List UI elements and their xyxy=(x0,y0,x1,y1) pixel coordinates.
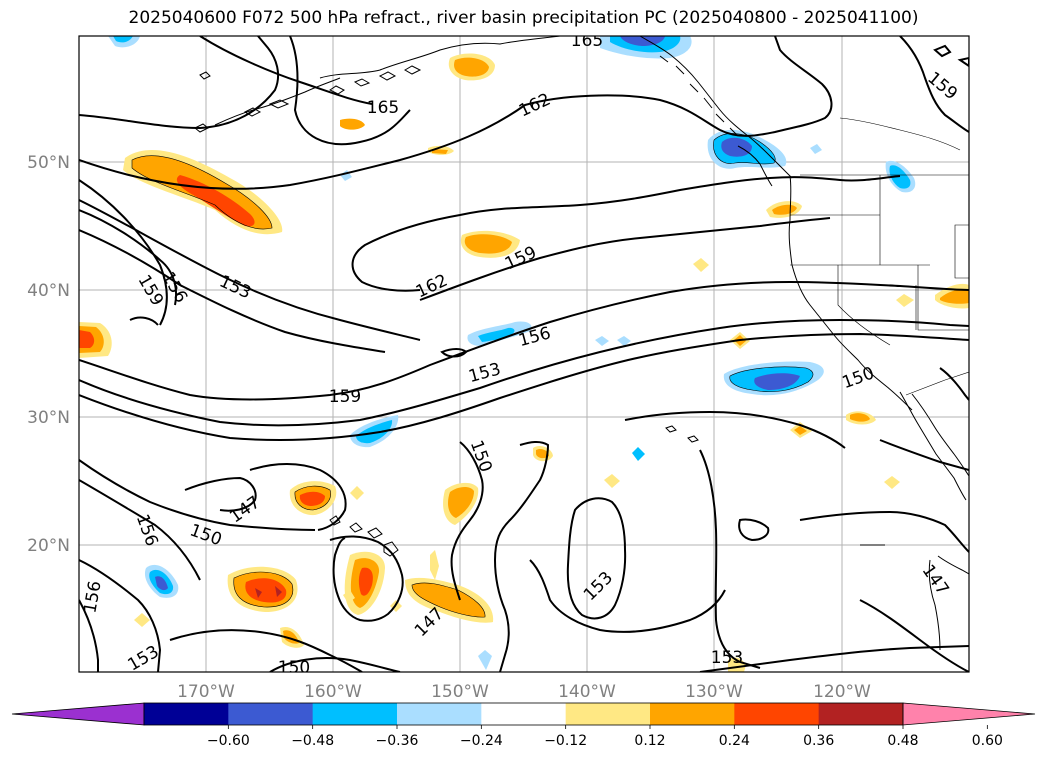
contour-label: 159 xyxy=(329,387,361,407)
colorbar-cell xyxy=(228,703,314,725)
lon-label: 160°W xyxy=(304,682,362,702)
lon-label: 140°W xyxy=(558,682,616,702)
contour-label: 153 xyxy=(711,648,743,668)
political-borders xyxy=(790,117,969,396)
latitude-labels: 50°N 40°N 30°N 20°N xyxy=(27,153,70,556)
colorbar-cell xyxy=(312,703,398,725)
colorbar-outline xyxy=(143,702,904,726)
lat-label: 50°N xyxy=(27,153,70,173)
precip-shading xyxy=(79,36,969,672)
colorbar-tick-label: 0.12 xyxy=(634,733,665,749)
contour-label: 150 xyxy=(278,658,310,678)
contour-label: 165 xyxy=(367,98,399,118)
lat-label: 20°N xyxy=(27,536,70,556)
colorbar-cell xyxy=(144,703,229,725)
colorbar-cell xyxy=(734,703,820,725)
map-frame xyxy=(78,35,970,673)
lon-label: 150°W xyxy=(431,682,489,702)
colorbar-cell xyxy=(565,703,651,725)
coastlines xyxy=(194,36,969,651)
colorbar-tick-label: −0.48 xyxy=(291,733,334,749)
colorbar-tick-label: −0.36 xyxy=(376,733,419,749)
lon-label: 170°W xyxy=(177,682,235,702)
colorbar-tick-label: 0.60 xyxy=(972,733,1003,749)
longitude-labels: 170°W 160°W 150°W 140°W 130°W 120°W xyxy=(177,682,871,702)
colorbar-cell xyxy=(650,703,735,725)
colorbar: −0.60 −0.48 −0.36 −0.24 −0.12 0.12 0.24 0.36 0.4… xyxy=(11,702,1036,749)
map-title: 2025040600 F072 500 hPa refract., river … xyxy=(128,8,919,28)
lon-label: 120°W xyxy=(813,682,871,702)
colorbar-cell xyxy=(481,703,567,725)
colorbar-extend-min xyxy=(11,702,145,726)
colorbar-cell xyxy=(818,703,904,725)
lon-label: 130°W xyxy=(685,682,743,702)
colorbar-tick-label: 0.48 xyxy=(887,733,918,749)
lat-label: 30°N xyxy=(27,408,70,428)
colorbar-extend-max xyxy=(902,702,1036,726)
refractivity-contours xyxy=(79,36,969,672)
lat-label: 40°N xyxy=(27,281,70,301)
colorbar-tick-label: 0.36 xyxy=(803,733,834,749)
map-area xyxy=(79,36,969,672)
contour-label: 165 xyxy=(571,31,603,51)
colorbar-tick-label: −0.12 xyxy=(544,733,587,749)
colorbar-cell xyxy=(397,703,482,725)
colorbar-tick-label: −0.24 xyxy=(460,733,503,749)
colorbar-tick-label: −0.60 xyxy=(207,733,250,749)
colorbar-tick-label: 0.24 xyxy=(719,733,750,749)
